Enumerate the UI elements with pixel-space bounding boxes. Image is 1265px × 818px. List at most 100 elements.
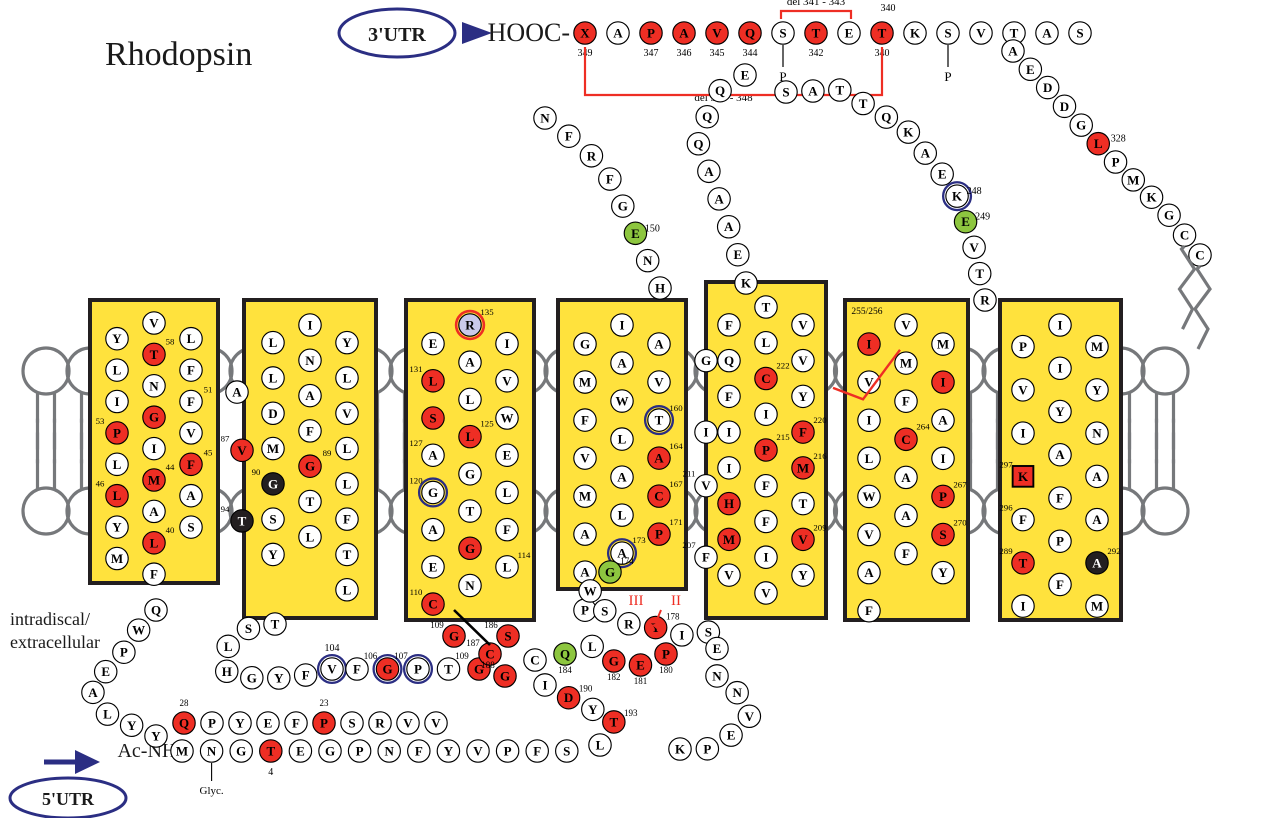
svg-text:114: 114 bbox=[518, 550, 531, 560]
svg-text:164: 164 bbox=[669, 441, 683, 451]
svg-text:N: N bbox=[207, 744, 217, 759]
svg-text:W: W bbox=[616, 394, 629, 409]
svg-text:I: I bbox=[679, 627, 684, 642]
svg-text:E: E bbox=[631, 226, 640, 241]
svg-text:N: N bbox=[540, 111, 550, 126]
svg-text:P: P bbox=[504, 744, 512, 759]
svg-text:297: 297 bbox=[999, 459, 1013, 469]
svg-text:E: E bbox=[733, 247, 742, 262]
svg-text:R: R bbox=[587, 148, 597, 163]
svg-text:215: 215 bbox=[776, 432, 790, 442]
svg-text:125: 125 bbox=[480, 419, 494, 429]
svg-text:A: A bbox=[617, 356, 627, 371]
svg-text:V: V bbox=[724, 568, 734, 583]
svg-text:L: L bbox=[343, 370, 352, 385]
svg-text:S: S bbox=[944, 26, 951, 41]
svg-text:46: 46 bbox=[96, 479, 105, 489]
svg-text:V: V bbox=[798, 532, 808, 547]
svg-text:M: M bbox=[937, 337, 949, 352]
svg-text:extracellular: extracellular bbox=[10, 632, 100, 652]
svg-text:T: T bbox=[878, 26, 887, 41]
svg-text:L: L bbox=[113, 488, 122, 503]
svg-text:A: A bbox=[704, 164, 714, 179]
svg-text:216: 216 bbox=[813, 451, 827, 461]
svg-text:P: P bbox=[320, 716, 328, 731]
svg-text:110: 110 bbox=[410, 587, 423, 597]
svg-text:P: P bbox=[120, 645, 128, 660]
svg-text:L: L bbox=[113, 457, 122, 472]
svg-text:340: 340 bbox=[881, 3, 896, 14]
svg-text:D: D bbox=[1043, 80, 1052, 95]
svg-text:N: N bbox=[712, 668, 722, 683]
svg-text:S: S bbox=[779, 26, 786, 41]
svg-text:A: A bbox=[428, 522, 438, 537]
svg-text:L: L bbox=[269, 370, 278, 385]
svg-text:A: A bbox=[938, 413, 948, 428]
svg-text:249: 249 bbox=[975, 212, 990, 223]
svg-text:53: 53 bbox=[96, 416, 105, 426]
svg-text:G: G bbox=[1076, 118, 1086, 133]
svg-text:L: L bbox=[187, 331, 196, 346]
svg-text:L: L bbox=[269, 335, 278, 350]
svg-text:V: V bbox=[237, 443, 247, 458]
svg-text:L: L bbox=[596, 738, 605, 753]
svg-text:184: 184 bbox=[558, 665, 572, 675]
svg-text:135: 135 bbox=[480, 307, 494, 317]
svg-text:V: V bbox=[186, 425, 196, 440]
svg-text:A: A bbox=[724, 219, 734, 234]
svg-text:344: 344 bbox=[743, 48, 758, 59]
svg-text:C: C bbox=[761, 371, 770, 386]
svg-text:C: C bbox=[428, 597, 437, 612]
svg-text:S: S bbox=[939, 527, 946, 542]
svg-text:167: 167 bbox=[669, 479, 683, 489]
svg-text:F: F bbox=[292, 716, 300, 731]
svg-text:S: S bbox=[187, 520, 194, 535]
svg-text:Q: Q bbox=[715, 83, 725, 98]
svg-text:del 341 - 343: del 341 - 343 bbox=[787, 0, 846, 8]
svg-text:104: 104 bbox=[325, 643, 340, 654]
svg-text:L: L bbox=[503, 559, 512, 574]
svg-text:Y: Y bbox=[235, 716, 245, 731]
svg-text:K: K bbox=[1018, 469, 1029, 484]
svg-text:K: K bbox=[903, 125, 914, 140]
svg-text:E: E bbox=[296, 744, 305, 759]
svg-text:T: T bbox=[1010, 26, 1019, 41]
svg-text:45: 45 bbox=[204, 447, 213, 457]
svg-text:F: F bbox=[503, 522, 511, 537]
svg-text:P: P bbox=[703, 741, 711, 756]
svg-text:Q: Q bbox=[881, 110, 891, 125]
svg-text:L: L bbox=[343, 476, 352, 491]
svg-text:T: T bbox=[343, 547, 352, 562]
svg-text:E: E bbox=[961, 214, 970, 229]
svg-text:T: T bbox=[975, 266, 984, 281]
svg-text:Q: Q bbox=[745, 26, 755, 41]
svg-text:III: III bbox=[629, 593, 644, 609]
svg-text:A: A bbox=[1042, 26, 1052, 41]
svg-text:Q: Q bbox=[151, 603, 161, 618]
svg-text:F: F bbox=[762, 478, 770, 493]
svg-text:P: P bbox=[662, 647, 670, 662]
svg-text:A: A bbox=[186, 488, 196, 503]
svg-text:K: K bbox=[741, 276, 752, 291]
svg-text:X: X bbox=[580, 26, 590, 41]
svg-text:I: I bbox=[114, 394, 119, 409]
svg-text:P: P bbox=[1019, 339, 1027, 354]
svg-text:I: I bbox=[542, 677, 547, 692]
svg-text:V: V bbox=[745, 709, 755, 724]
svg-text:W: W bbox=[132, 623, 145, 638]
svg-text:M: M bbox=[900, 356, 912, 371]
svg-text:N: N bbox=[1092, 426, 1102, 441]
svg-text:211: 211 bbox=[683, 469, 696, 479]
svg-text:E: E bbox=[429, 559, 438, 574]
svg-text:89: 89 bbox=[323, 448, 332, 458]
svg-text:51: 51 bbox=[204, 385, 213, 395]
svg-text:T: T bbox=[799, 496, 808, 511]
svg-text:Y: Y bbox=[938, 565, 948, 580]
svg-text:292: 292 bbox=[1107, 546, 1120, 556]
svg-text:A: A bbox=[654, 337, 664, 352]
svg-text:G: G bbox=[236, 744, 246, 759]
svg-text:347: 347 bbox=[644, 48, 659, 59]
svg-text:207: 207 bbox=[682, 540, 696, 550]
svg-text:S: S bbox=[563, 744, 570, 759]
svg-text:346: 346 bbox=[677, 48, 692, 59]
